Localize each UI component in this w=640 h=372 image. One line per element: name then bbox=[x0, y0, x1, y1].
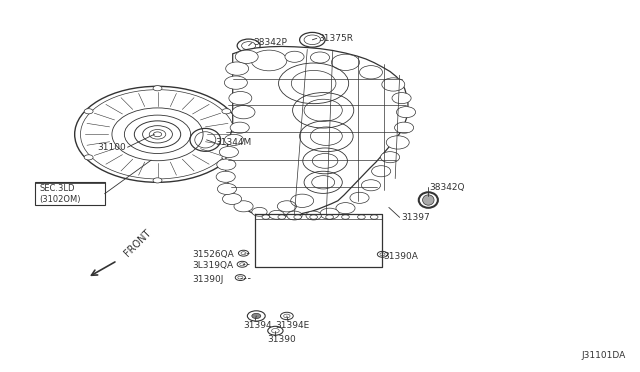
Text: 31390J: 31390J bbox=[193, 275, 224, 283]
Ellipse shape bbox=[422, 195, 434, 205]
Text: 3L319QA: 3L319QA bbox=[193, 261, 234, 270]
Text: 31390: 31390 bbox=[268, 336, 296, 344]
Circle shape bbox=[223, 193, 242, 205]
Circle shape bbox=[84, 155, 93, 160]
Circle shape bbox=[326, 215, 333, 219]
Circle shape bbox=[153, 86, 162, 91]
Circle shape bbox=[236, 50, 258, 63]
Circle shape bbox=[262, 215, 269, 219]
Circle shape bbox=[392, 93, 411, 104]
Circle shape bbox=[332, 54, 360, 70]
Text: J31101DA: J31101DA bbox=[581, 351, 625, 360]
Circle shape bbox=[222, 155, 231, 160]
Circle shape bbox=[342, 215, 349, 219]
Text: 31394: 31394 bbox=[244, 321, 272, 330]
Circle shape bbox=[285, 51, 304, 62]
Circle shape bbox=[252, 313, 260, 318]
Text: 31397: 31397 bbox=[401, 213, 429, 222]
Circle shape bbox=[225, 76, 247, 89]
Circle shape bbox=[294, 215, 301, 219]
Circle shape bbox=[372, 166, 391, 177]
Circle shape bbox=[358, 215, 365, 219]
Text: 31390A: 31390A bbox=[384, 251, 419, 261]
Text: 31526QA: 31526QA bbox=[193, 250, 234, 259]
Text: 38342Q: 38342Q bbox=[429, 183, 465, 192]
Circle shape bbox=[251, 50, 287, 71]
Circle shape bbox=[362, 180, 381, 191]
Circle shape bbox=[396, 107, 415, 118]
FancyBboxPatch shape bbox=[35, 182, 104, 205]
Circle shape bbox=[216, 171, 236, 182]
Circle shape bbox=[220, 147, 239, 158]
Circle shape bbox=[217, 159, 236, 170]
Circle shape bbox=[226, 62, 248, 75]
Text: 31394E: 31394E bbox=[275, 321, 310, 330]
Circle shape bbox=[336, 203, 355, 214]
Circle shape bbox=[222, 109, 231, 114]
Circle shape bbox=[306, 211, 321, 220]
Circle shape bbox=[350, 192, 369, 203]
Circle shape bbox=[269, 211, 284, 219]
Circle shape bbox=[229, 92, 252, 105]
Circle shape bbox=[310, 215, 317, 219]
Circle shape bbox=[153, 178, 162, 183]
Circle shape bbox=[84, 109, 93, 114]
Circle shape bbox=[230, 122, 249, 133]
Circle shape bbox=[382, 78, 404, 91]
Circle shape bbox=[381, 152, 399, 163]
Text: SEC.3LD
(3102OM): SEC.3LD (3102OM) bbox=[40, 185, 81, 204]
Circle shape bbox=[278, 215, 285, 219]
Circle shape bbox=[360, 65, 383, 79]
Circle shape bbox=[394, 122, 413, 133]
Circle shape bbox=[234, 201, 253, 212]
Text: 31375R: 31375R bbox=[318, 34, 353, 43]
Text: FRONT: FRONT bbox=[122, 227, 153, 258]
Circle shape bbox=[387, 136, 409, 149]
Circle shape bbox=[232, 106, 255, 119]
Text: 38342P: 38342P bbox=[253, 38, 287, 47]
Circle shape bbox=[310, 52, 330, 63]
Circle shape bbox=[287, 211, 302, 220]
Polygon shape bbox=[226, 46, 408, 216]
Circle shape bbox=[252, 208, 267, 216]
Text: 31100: 31100 bbox=[97, 143, 125, 152]
Text: 31344M: 31344M bbox=[215, 138, 251, 147]
Circle shape bbox=[225, 134, 244, 145]
Circle shape bbox=[371, 215, 378, 219]
Circle shape bbox=[320, 208, 339, 219]
Circle shape bbox=[218, 183, 237, 195]
